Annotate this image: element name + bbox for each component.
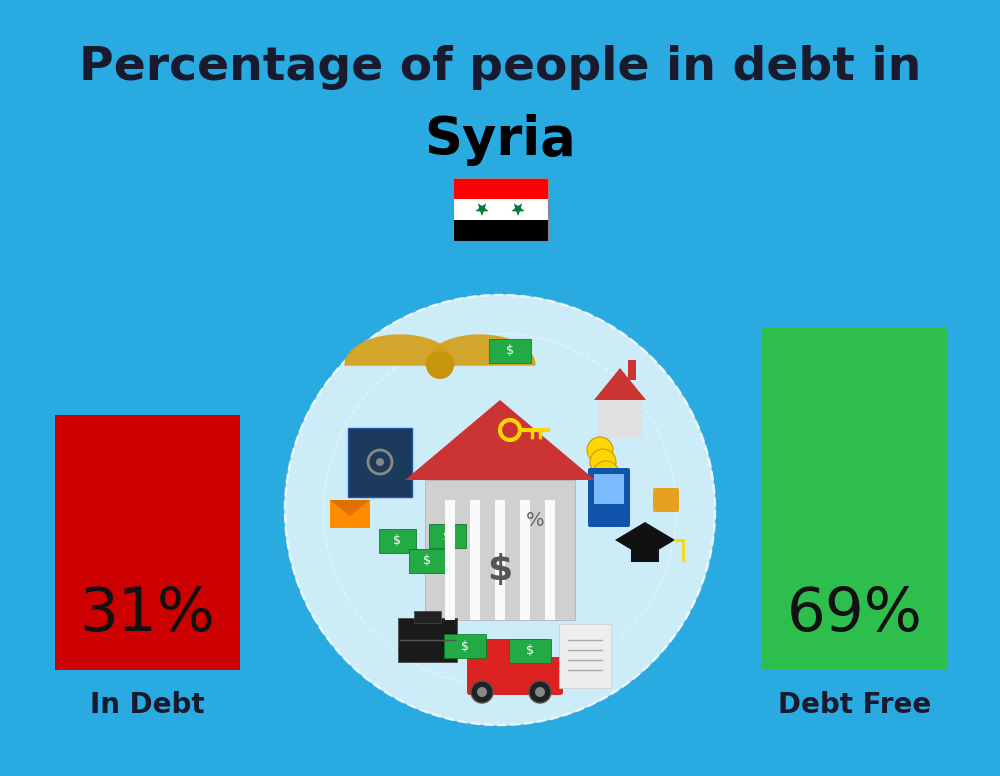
FancyBboxPatch shape (520, 500, 530, 620)
FancyBboxPatch shape (628, 360, 636, 380)
Circle shape (535, 687, 545, 697)
Text: Percentage of people in debt in: Percentage of people in debt in (79, 46, 921, 91)
Polygon shape (511, 203, 525, 216)
FancyBboxPatch shape (559, 624, 611, 688)
FancyBboxPatch shape (588, 468, 630, 527)
FancyBboxPatch shape (55, 415, 240, 670)
Text: Debt Free: Debt Free (778, 691, 931, 719)
Polygon shape (345, 335, 455, 365)
Circle shape (477, 687, 487, 697)
FancyBboxPatch shape (598, 400, 642, 438)
Circle shape (426, 351, 454, 379)
FancyBboxPatch shape (453, 199, 548, 220)
Text: $: $ (423, 555, 431, 567)
FancyBboxPatch shape (470, 500, 480, 620)
FancyBboxPatch shape (453, 178, 548, 199)
Text: %: % (526, 511, 544, 529)
FancyBboxPatch shape (453, 220, 548, 241)
Polygon shape (594, 368, 646, 400)
Circle shape (587, 437, 613, 463)
FancyBboxPatch shape (467, 657, 563, 695)
FancyBboxPatch shape (762, 328, 947, 670)
FancyBboxPatch shape (348, 428, 412, 497)
FancyBboxPatch shape (489, 339, 531, 363)
FancyBboxPatch shape (414, 611, 441, 623)
Polygon shape (330, 500, 370, 516)
Text: $: $ (487, 553, 513, 587)
Text: $: $ (443, 529, 451, 542)
Text: $: $ (461, 639, 469, 653)
Text: $: $ (526, 645, 534, 657)
FancyBboxPatch shape (444, 634, 486, 658)
FancyBboxPatch shape (509, 639, 551, 663)
Circle shape (529, 681, 551, 703)
FancyBboxPatch shape (495, 500, 505, 620)
FancyBboxPatch shape (398, 618, 457, 662)
Polygon shape (475, 203, 489, 216)
Polygon shape (425, 335, 535, 365)
FancyBboxPatch shape (379, 529, 416, 553)
FancyBboxPatch shape (477, 639, 548, 667)
Text: Syria: Syria (424, 114, 576, 166)
Text: In Debt: In Debt (90, 691, 205, 719)
FancyBboxPatch shape (409, 549, 446, 573)
Circle shape (285, 295, 715, 725)
Circle shape (593, 461, 619, 487)
FancyBboxPatch shape (445, 500, 455, 620)
Circle shape (596, 473, 622, 499)
FancyBboxPatch shape (594, 474, 624, 504)
Circle shape (590, 449, 616, 475)
Circle shape (471, 681, 493, 703)
Text: 69%: 69% (787, 586, 922, 645)
Circle shape (376, 458, 384, 466)
FancyBboxPatch shape (631, 540, 659, 562)
Text: $: $ (506, 345, 514, 358)
Polygon shape (615, 522, 675, 558)
Text: $: $ (393, 535, 401, 548)
FancyBboxPatch shape (429, 524, 466, 548)
FancyBboxPatch shape (653, 488, 679, 512)
Polygon shape (405, 400, 595, 480)
FancyBboxPatch shape (545, 500, 555, 620)
FancyBboxPatch shape (425, 480, 575, 620)
Text: 31%: 31% (80, 586, 215, 645)
FancyBboxPatch shape (330, 500, 370, 528)
